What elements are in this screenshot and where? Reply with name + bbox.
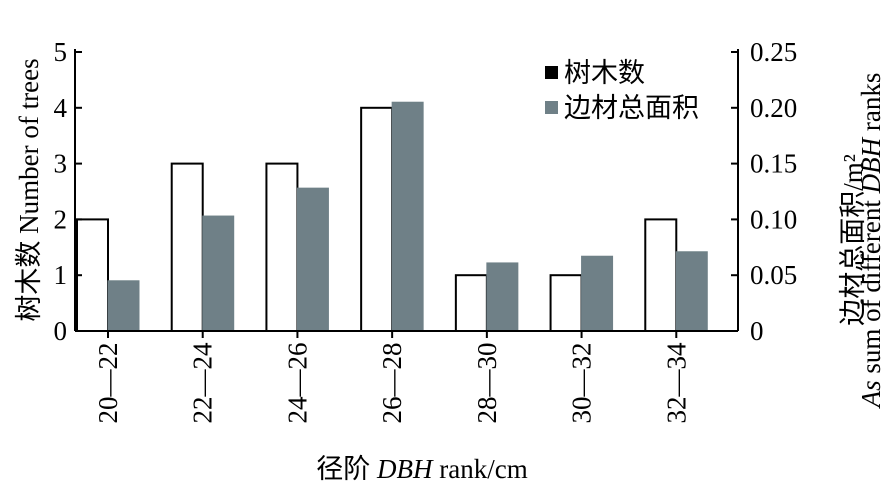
x-axis-title-en: rank/cm — [433, 454, 528, 483]
bar-trees-4 — [454, 274, 488, 333]
bar-trees-2 — [265, 162, 299, 332]
left-tick-label-1: 1 — [54, 260, 68, 290]
bar-sapwood-2 — [296, 187, 329, 332]
right-tick-label-0: 0 — [750, 316, 764, 346]
legend: 树木数 边材总面积 — [545, 58, 699, 123]
left-tick-label-3: 3 — [54, 149, 68, 179]
left-tick-label-5: 5 — [54, 37, 68, 67]
x-axis-title-italic: DBH — [376, 454, 434, 483]
legend-swatch-trees — [545, 66, 558, 79]
right-tick-label-1: 0.05 — [750, 260, 797, 290]
x-tick-label-3: 26—28 — [377, 343, 407, 424]
left-tick-label-4: 4 — [54, 93, 68, 123]
bar-trees-5 — [549, 274, 583, 333]
right-tick-label-4: 0.20 — [750, 93, 797, 123]
legend-swatch-sapwood — [545, 101, 558, 114]
x-axis-title: 径阶 DBH rank/cm — [316, 454, 527, 483]
x-tick-label-0: 20—22 — [93, 343, 123, 424]
right-axis-title-en: As sum of different DBH ranks — [856, 73, 886, 410]
x-tick-label-2: 24—26 — [282, 343, 312, 424]
right-axis-ticks: 0 0.05 0.10 0.15 0.20 0.25 — [731, 37, 797, 346]
bar-sapwood-6 — [675, 251, 708, 332]
x-tick-label-1: 22—24 — [188, 342, 218, 424]
x-tick-label-4: 28—30 — [472, 343, 502, 424]
bar-sapwood-3 — [391, 101, 424, 332]
bar-sapwood-1 — [202, 215, 235, 332]
bar-sapwood-4 — [486, 262, 519, 332]
x-tick-label-6: 32—34 — [661, 342, 691, 424]
legend-label-sapwood: 边材总面积 — [564, 93, 699, 123]
right-tick-label-5: 0.25 — [750, 37, 797, 67]
right-axis-title: 边材总面积/m² — [838, 154, 868, 326]
x-axis-ticks: 20—22 22—24 24—26 26—28 28—30 30—32 32—34 — [93, 331, 691, 424]
right-tick-label-3: 0.15 — [750, 149, 797, 179]
legend-label-trees: 树木数 — [564, 58, 645, 88]
right-tick-label-2: 0.10 — [750, 204, 797, 234]
x-axis-title-zh: 径阶 — [316, 454, 370, 483]
bars-layer — [76, 101, 708, 333]
bar-sapwood-0 — [107, 280, 140, 332]
left-tick-label-2: 2 — [54, 204, 68, 234]
bar-trees-6 — [644, 218, 678, 332]
bar-sapwood-5 — [581, 255, 614, 332]
axes-layer — [74, 49, 739, 332]
right-axis-title-zh: 边材总面积/m² — [838, 154, 868, 326]
x-tick-label-5: 30—32 — [567, 343, 597, 424]
left-tick-label-0: 0 — [54, 316, 68, 346]
bar-trees-3 — [360, 106, 394, 332]
left-axis-title: 树木数 Number of trees — [14, 58, 44, 321]
bar-trees-1 — [170, 162, 204, 332]
left-axis-ticks: 0 1 2 3 4 5 — [54, 37, 82, 346]
